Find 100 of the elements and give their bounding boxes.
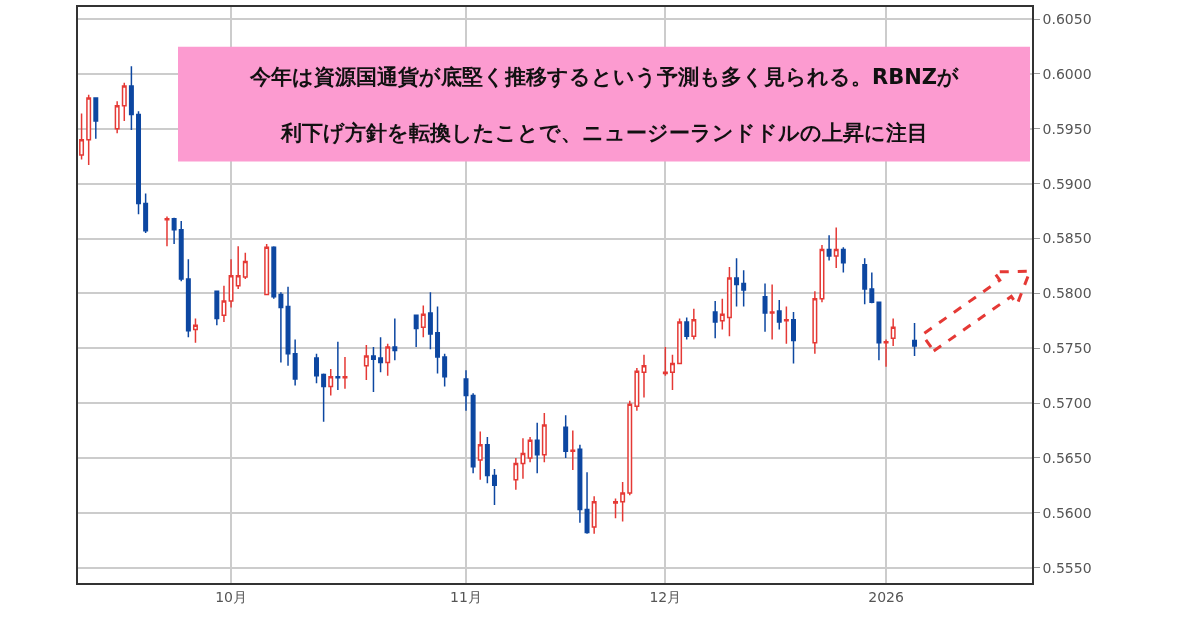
- candlestick: [214, 290, 220, 326]
- candlestick: [726, 266, 732, 337]
- candlestick: [862, 257, 868, 306]
- candlestick: [484, 436, 490, 484]
- candlestick: [178, 220, 184, 283]
- candlestick: [890, 317, 896, 347]
- candlestick: [534, 422, 540, 475]
- y-tick-label: 0.5950: [1042, 120, 1092, 137]
- candlestick: [413, 314, 419, 348]
- y-tick-label: 0.5550: [1042, 559, 1092, 576]
- candlestick: [328, 368, 334, 397]
- candlestick: [420, 304, 426, 338]
- annotation: 今年は資源国通貨が底堅く推移するという予測も多く見られる。RBNZが: [249, 65, 959, 89]
- candlestick: [378, 336, 384, 374]
- candlestick: [563, 414, 569, 459]
- candlestick: [314, 352, 319, 385]
- candlestick: [143, 192, 149, 234]
- candlestick: [819, 244, 825, 303]
- y-tick-label: 0.5750: [1042, 340, 1092, 357]
- candlestick: [677, 317, 683, 365]
- candlestick: [79, 112, 85, 161]
- candlestick: [591, 495, 597, 535]
- candlestick: [235, 245, 241, 290]
- candlestick: [114, 100, 120, 134]
- candlestick: [128, 65, 134, 131]
- candlestick: [812, 290, 818, 355]
- candlestick: [271, 245, 277, 300]
- candlestick: [541, 412, 547, 464]
- y-tick-label: 0.6050: [1042, 10, 1092, 27]
- candlestick: [342, 356, 348, 390]
- candlestick: [285, 286, 291, 367]
- candlestick: [769, 283, 775, 341]
- y-tick-label: 0.6000: [1042, 65, 1092, 82]
- candlestick: [662, 346, 668, 377]
- y-tick-label: 0.5650: [1042, 449, 1092, 466]
- candlestick: [712, 300, 718, 340]
- candlestick: [613, 497, 619, 520]
- candlestick: [192, 317, 198, 344]
- candlestick: [392, 317, 398, 362]
- candlestick: [641, 354, 647, 399]
- candlestick: [171, 216, 177, 245]
- candlestick: [620, 481, 626, 523]
- candlestick: [719, 298, 725, 331]
- y-tick-label: 0.5700: [1042, 394, 1092, 411]
- candlestick: [826, 234, 832, 262]
- x-tick-label: 12月: [649, 588, 682, 605]
- candlestick: [435, 305, 441, 375]
- candlestick: [577, 444, 583, 524]
- candlestick: [292, 338, 298, 387]
- candlestick: [335, 340, 341, 391]
- candlestick: [370, 346, 376, 393]
- candlestick: [427, 291, 433, 351]
- candlestick: [527, 436, 533, 464]
- candlestick: [363, 344, 369, 381]
- candlestick: [912, 322, 918, 357]
- candlestick: [883, 338, 889, 368]
- candlestick: [791, 311, 796, 365]
- candlestick: [385, 343, 391, 377]
- candlestick: [833, 226, 839, 269]
- candlestick: [93, 97, 99, 140]
- candlestick: [876, 301, 882, 362]
- candlestick: [228, 258, 234, 309]
- y-tick-label: 0.5600: [1042, 504, 1092, 521]
- candlestick: [278, 291, 284, 364]
- candlestick: [669, 354, 675, 391]
- x-tick-label: 11月: [450, 588, 482, 605]
- candlestick: [783, 305, 789, 345]
- candlestick: [86, 94, 92, 166]
- candlestick: [136, 110, 142, 216]
- y-tick-label: 0.5900: [1042, 175, 1092, 192]
- y-tick-label: 0.5800: [1042, 285, 1092, 302]
- candlestick: [734, 257, 740, 308]
- candlestick: [477, 430, 483, 481]
- x-tick-label: 10月: [215, 588, 247, 605]
- candlestick: [470, 392, 476, 475]
- candlestick: [121, 81, 127, 122]
- candlestick: [691, 307, 697, 341]
- candlestick: [741, 269, 747, 308]
- candlestick: [776, 299, 782, 331]
- candlestick: [513, 457, 519, 491]
- x-tick-label: 2026: [868, 588, 904, 605]
- candlestick: [840, 246, 846, 274]
- candlestick: [684, 316, 690, 341]
- candlestick: [869, 271, 875, 304]
- candlestick: [164, 215, 170, 247]
- annotation: 利下げ方針を転換したことで、ニュージーランドドルの上昇に注目: [280, 121, 928, 145]
- candlestick: [634, 367, 640, 412]
- candlestick: [627, 400, 633, 496]
- y-tick-label: 0.5850: [1042, 230, 1092, 247]
- candlestick: [242, 252, 248, 280]
- candlestick: [584, 471, 590, 535]
- candlestick: [264, 243, 270, 296]
- candlestick: [570, 429, 576, 471]
- candlestick: [442, 352, 448, 388]
- candlestick: [321, 372, 327, 423]
- candlestick: [520, 437, 526, 480]
- candlestick: [221, 284, 227, 323]
- candlestick: [491, 468, 497, 506]
- candlestick: [463, 369, 469, 412]
- candlestick: [185, 258, 191, 338]
